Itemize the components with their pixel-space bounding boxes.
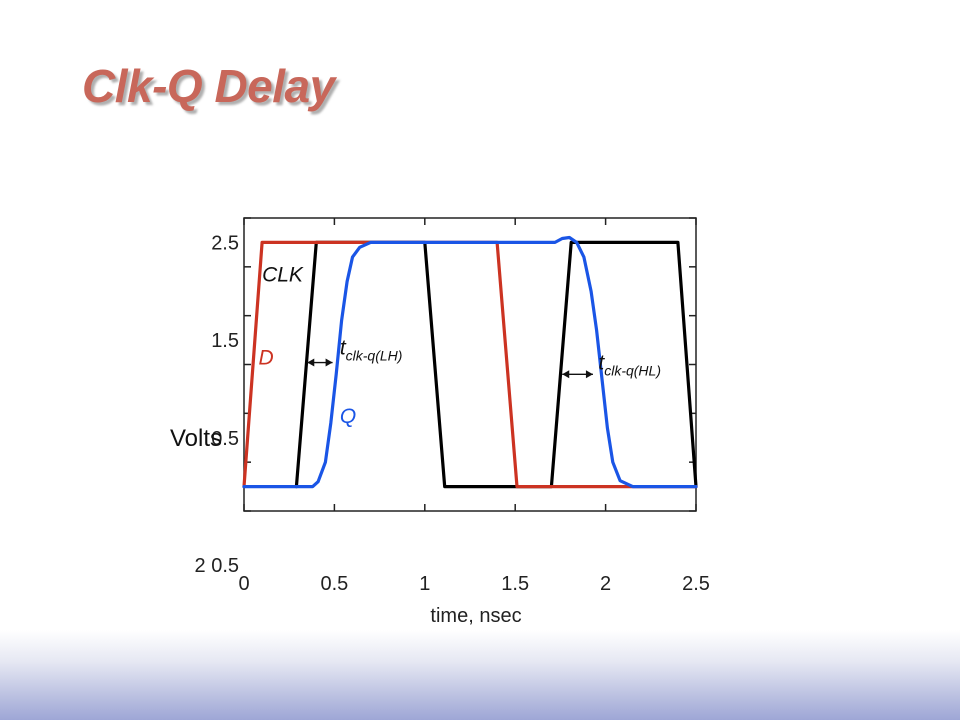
- arrowhead-right-4: [585, 370, 593, 379]
- x-tick-label-2: 1: [419, 573, 430, 595]
- x-tick-label-5: 2.5: [682, 573, 710, 595]
- x-tick-label-0: 0: [238, 573, 249, 595]
- arrowhead-left-3: [307, 358, 315, 367]
- y-tick-label-1: 1.5: [211, 330, 239, 352]
- tick-marks: [243, 217, 697, 512]
- x-tick-label-4: 2: [600, 573, 611, 595]
- tick-labels: 0 0.5 1 1.5 2 2.5 2.5 1.5 0.5 2 0.5: [195, 232, 710, 595]
- y-axis-label: Volts: [170, 425, 222, 452]
- arrowhead-left-4: [562, 370, 570, 379]
- y-tick-label-3: 2 0.5: [195, 555, 239, 577]
- y-tick-label-0: 2.5: [211, 232, 239, 254]
- annotation-3: tclk-q(LH): [340, 337, 403, 364]
- series-lines: [242, 235, 698, 489]
- annotation-4: tclk-q(HL): [598, 351, 661, 378]
- x-axis-label: time, nsec: [430, 605, 521, 627]
- annotation-2: Q: [340, 405, 356, 428]
- annotation-1: D: [258, 347, 273, 370]
- annotation-0: CLK: [262, 263, 304, 286]
- x-tick-label-1: 0.5: [320, 573, 348, 595]
- slide-title: Clk-Q Delay: [82, 60, 335, 112]
- y-tick-label-2: 0.5: [211, 428, 239, 450]
- series-line-q: [242, 235, 698, 489]
- x-tick-label-3: 1.5: [501, 573, 529, 595]
- slide-footer-band: [0, 630, 960, 720]
- arrowhead-right-3: [325, 358, 333, 367]
